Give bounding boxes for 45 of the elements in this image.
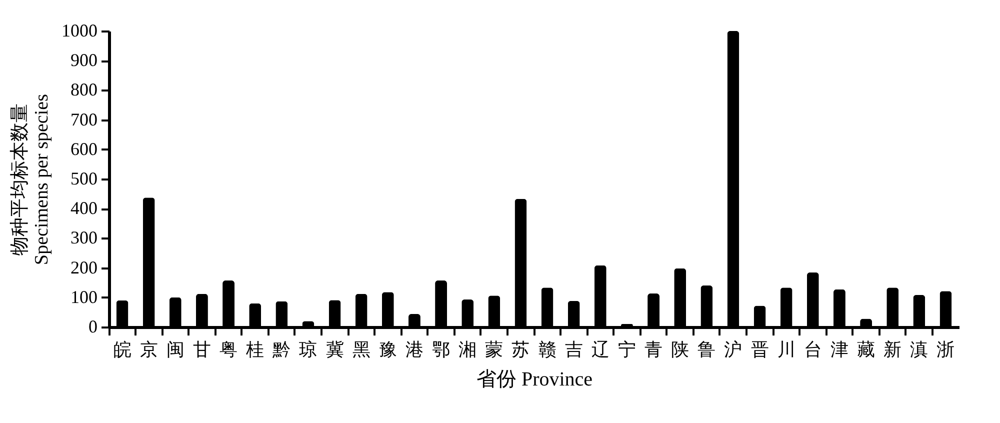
x-axis-title: 省份 Province [476,368,593,390]
y-tick-label: 200 [70,257,98,278]
y-tick-label: 700 [70,109,98,130]
x-tick-label: 沪 [724,340,742,360]
y-tick-label: 100 [70,286,98,307]
y-tick-label: 400 [70,198,98,218]
x-tick-label: 冀 [326,340,344,360]
x-tick-label: 宁 [618,340,636,360]
x-tick-label: 桂 [245,340,264,360]
x-tick-label: 吉 [564,340,583,360]
x-tick-label: 粤 [220,340,238,360]
x-tick-label: 闽 [166,340,184,360]
x-tick-label: 浙 [936,340,955,360]
x-tick-label: 豫 [378,340,397,360]
x-tick-label: 黔 [272,340,291,360]
y-tick-label: 900 [70,50,98,70]
x-tick-label: 滇 [910,340,928,360]
x-tick-label: 陕 [671,340,690,360]
x-tick-label: 蒙 [485,340,504,360]
x-tick-label: 新 [884,340,902,360]
x-tick-label: 川 [777,340,796,360]
x-tick-label: 津 [830,340,848,360]
x-tick-label: 鲁 [698,340,716,360]
y-tick-label: 500 [70,168,98,188]
x-tick-label: 苏 [512,340,530,360]
x-tick-label: 赣 [538,340,556,360]
x-tick-label: 青 [644,340,663,360]
y-axis-title: 物种平均标本数量 Specimens per species [10,94,52,265]
x-tick-label: 鄂 [432,340,450,360]
y-tick-label: 600 [70,138,98,159]
x-tick-label: 台 [804,340,822,360]
x-tick-label: 甘 [192,340,211,360]
x-tick-label: 辽 [591,340,610,360]
x-tick-label: 湘 [458,340,477,360]
x-tick-label: 皖 [113,340,132,360]
x-tick-label: 琼 [299,340,318,360]
x-tick-label: 京 [140,340,158,360]
y-tick-label: 800 [70,80,98,100]
y-tick-label: 0 [88,316,98,336]
y-tick-label: 300 [70,228,98,248]
x-tick-label: 港 [405,340,424,360]
y-tick-label: 1000 [62,20,98,40]
x-tick-label: 晋 [750,340,769,360]
x-tick-label: 藏 [857,340,876,360]
x-tick-label: 黑 [352,340,370,360]
